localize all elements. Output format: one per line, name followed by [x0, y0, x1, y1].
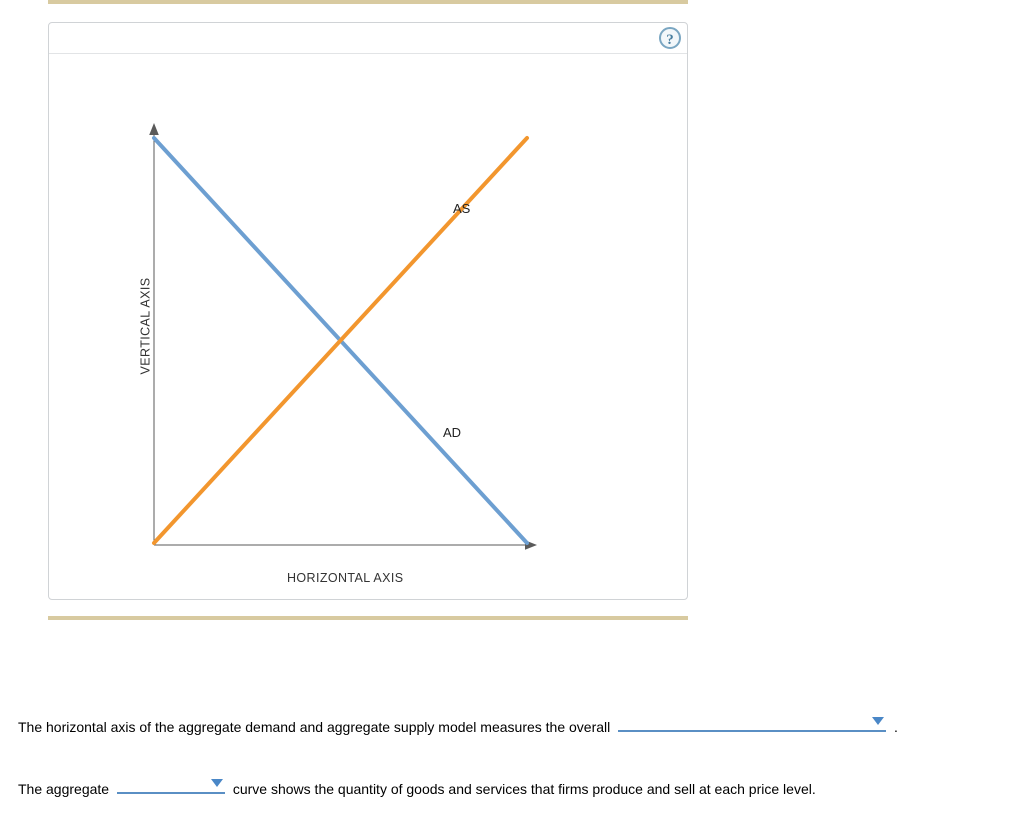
- chart-panel: ? VERTICAL AXIS HORIZONTAL AXIS AD: [48, 22, 688, 600]
- x-axis: [154, 540, 537, 550]
- y-axis-label: VERTICAL AXIS: [138, 278, 152, 375]
- chevron-down-icon: [211, 779, 223, 787]
- y-axis-arrow: [149, 123, 159, 135]
- q2-pre-text: The aggregate: [18, 781, 109, 797]
- as-label: AS: [453, 201, 470, 216]
- q2-post-text: curve shows the quantity of goods and se…: [233, 781, 816, 797]
- help-icon[interactable]: ?: [659, 27, 681, 49]
- page-root: ? VERTICAL AXIS HORIZONTAL AXIS AD: [0, 0, 1024, 817]
- bottom-divider: [48, 616, 688, 620]
- q2-dropdown[interactable]: [117, 776, 225, 794]
- q1-pre-text: The horizontal axis of the aggregate dem…: [18, 719, 610, 735]
- question-1: The horizontal axis of the aggregate dem…: [18, 714, 898, 737]
- chart-panel-header: ?: [49, 23, 687, 54]
- x-axis-label: HORIZONTAL AXIS: [287, 571, 403, 585]
- chart-area: VERTICAL AXIS HORIZONTAL AXIS AD AS: [49, 53, 687, 599]
- q1-post-text: .: [894, 719, 898, 735]
- q1-dropdown[interactable]: [618, 714, 886, 732]
- chevron-down-icon: [872, 717, 884, 725]
- question-2: The aggregate curve shows the quantity o…: [18, 776, 816, 799]
- ad-label: AD: [443, 425, 461, 440]
- top-divider: [48, 0, 688, 4]
